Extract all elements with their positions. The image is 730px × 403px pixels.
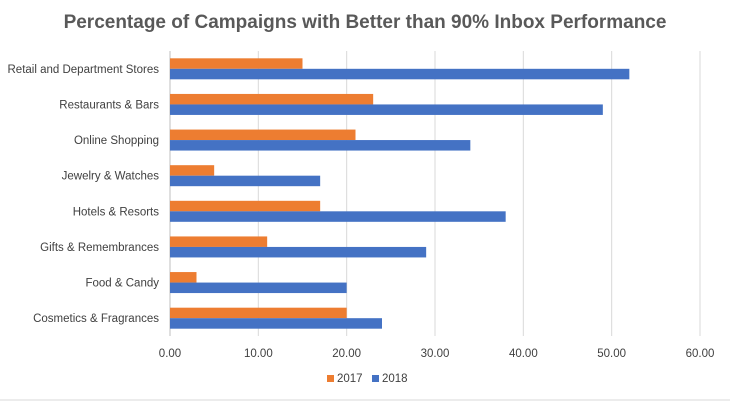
bar-2017 — [170, 307, 347, 319]
category-label: Retail and Department Stores — [8, 64, 160, 76]
bar-2017 — [170, 58, 303, 69]
x-tick-label: 30.00 — [421, 348, 450, 360]
category-label: Jewelry & Watches — [62, 171, 160, 183]
category-label: Cosmetics & Fragrances — [33, 313, 159, 325]
bar-2018 — [170, 318, 382, 329]
x-tick-labels: 0.00 10.00 20.00 30.00 40.00 50.00 60.00 — [159, 348, 715, 360]
bar-2017 — [170, 165, 215, 176]
category-labels: Retail and Department Stores Restaurants … — [8, 64, 160, 325]
bar-2017 — [170, 272, 197, 283]
gridlines — [169, 51, 701, 336]
bars — [170, 58, 630, 329]
bar-2017 — [170, 93, 374, 105]
x-tick-label: 10.00 — [244, 348, 273, 360]
bar-2018 — [170, 104, 603, 115]
bar-2017 — [170, 200, 321, 212]
x-tick-label: 60.00 — [686, 348, 715, 360]
legend-label: 2018 — [382, 373, 408, 385]
bar-2017 — [170, 129, 356, 141]
bar-2017 — [170, 236, 268, 247]
bar-2018 — [170, 282, 347, 294]
category-label: Online Shopping — [74, 135, 159, 147]
chart-title: Percentage of Campaigns with Better than… — [64, 12, 667, 33]
legend-label: 2017 — [337, 373, 363, 385]
category-label: Gifts & Remembrances — [40, 242, 159, 254]
category-label: Food & Candy — [85, 278, 159, 290]
bar-2018 — [170, 246, 427, 258]
legend: 2017 2018 — [327, 373, 408, 385]
bar-2018 — [170, 211, 506, 222]
legend-swatch-2017 — [327, 375, 334, 382]
x-tick-label: 50.00 — [597, 348, 626, 360]
x-tick-label: 20.00 — [332, 348, 361, 360]
bar-2018 — [170, 140, 471, 151]
bar-2018 — [170, 175, 321, 187]
bar-2018 — [170, 68, 630, 80]
category-label: Restaurants & Bars — [59, 99, 159, 111]
x-tick-label: 40.00 — [509, 348, 538, 360]
category-label: Hotels & Resorts — [73, 206, 160, 218]
legend-swatch-2018 — [372, 375, 379, 382]
x-tick-label: 0.00 — [159, 348, 181, 360]
